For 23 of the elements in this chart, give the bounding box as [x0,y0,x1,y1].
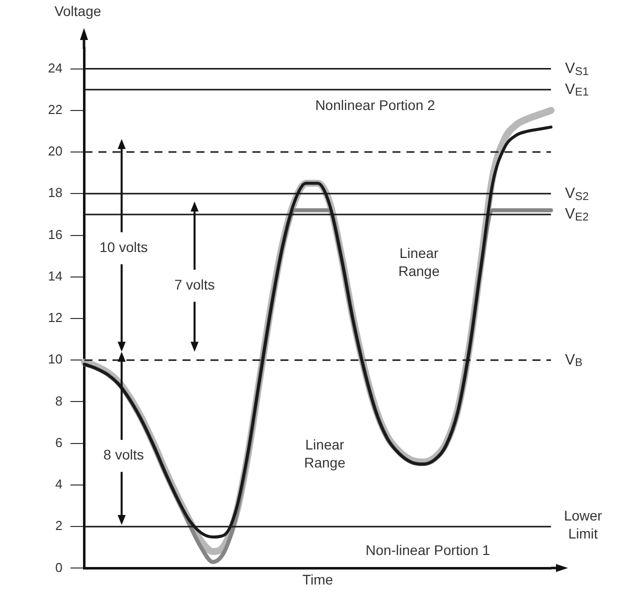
annotation: 8 volts [103,446,144,463]
annotation: Linear Range [398,245,440,280]
y-tick-label: 12 [48,310,62,326]
y-tick-label: 22 [48,102,62,117]
y-tick-label: 24 [48,60,62,76]
annotation: Non-linear Portion 1 [366,542,490,558]
y-tick-label: 6 [55,434,62,450]
y-tick-label: 4 [55,476,62,492]
y-tick-label: 20 [48,144,62,159]
x-axis-title: Time [302,571,334,588]
annotation: 7 volts [174,276,215,293]
annotation: Nonlinear Portion 2 [315,97,436,114]
y-tick-label: 14 [48,268,62,284]
y-tick-label: 16 [48,226,62,242]
y-tick-label: 18 [48,185,62,200]
y-tick-label: 0 [55,560,62,575]
annotation: Linear Range [304,436,346,471]
y-axis-title: Voltage [54,2,102,19]
y-tick-label: 8 [55,393,62,408]
ref-line-label: Lower Limit [564,507,602,542]
y-tick-label: 2 [55,518,62,534]
y-tick-label: 10 [48,352,62,367]
annotation: 10 volts [100,239,148,256]
